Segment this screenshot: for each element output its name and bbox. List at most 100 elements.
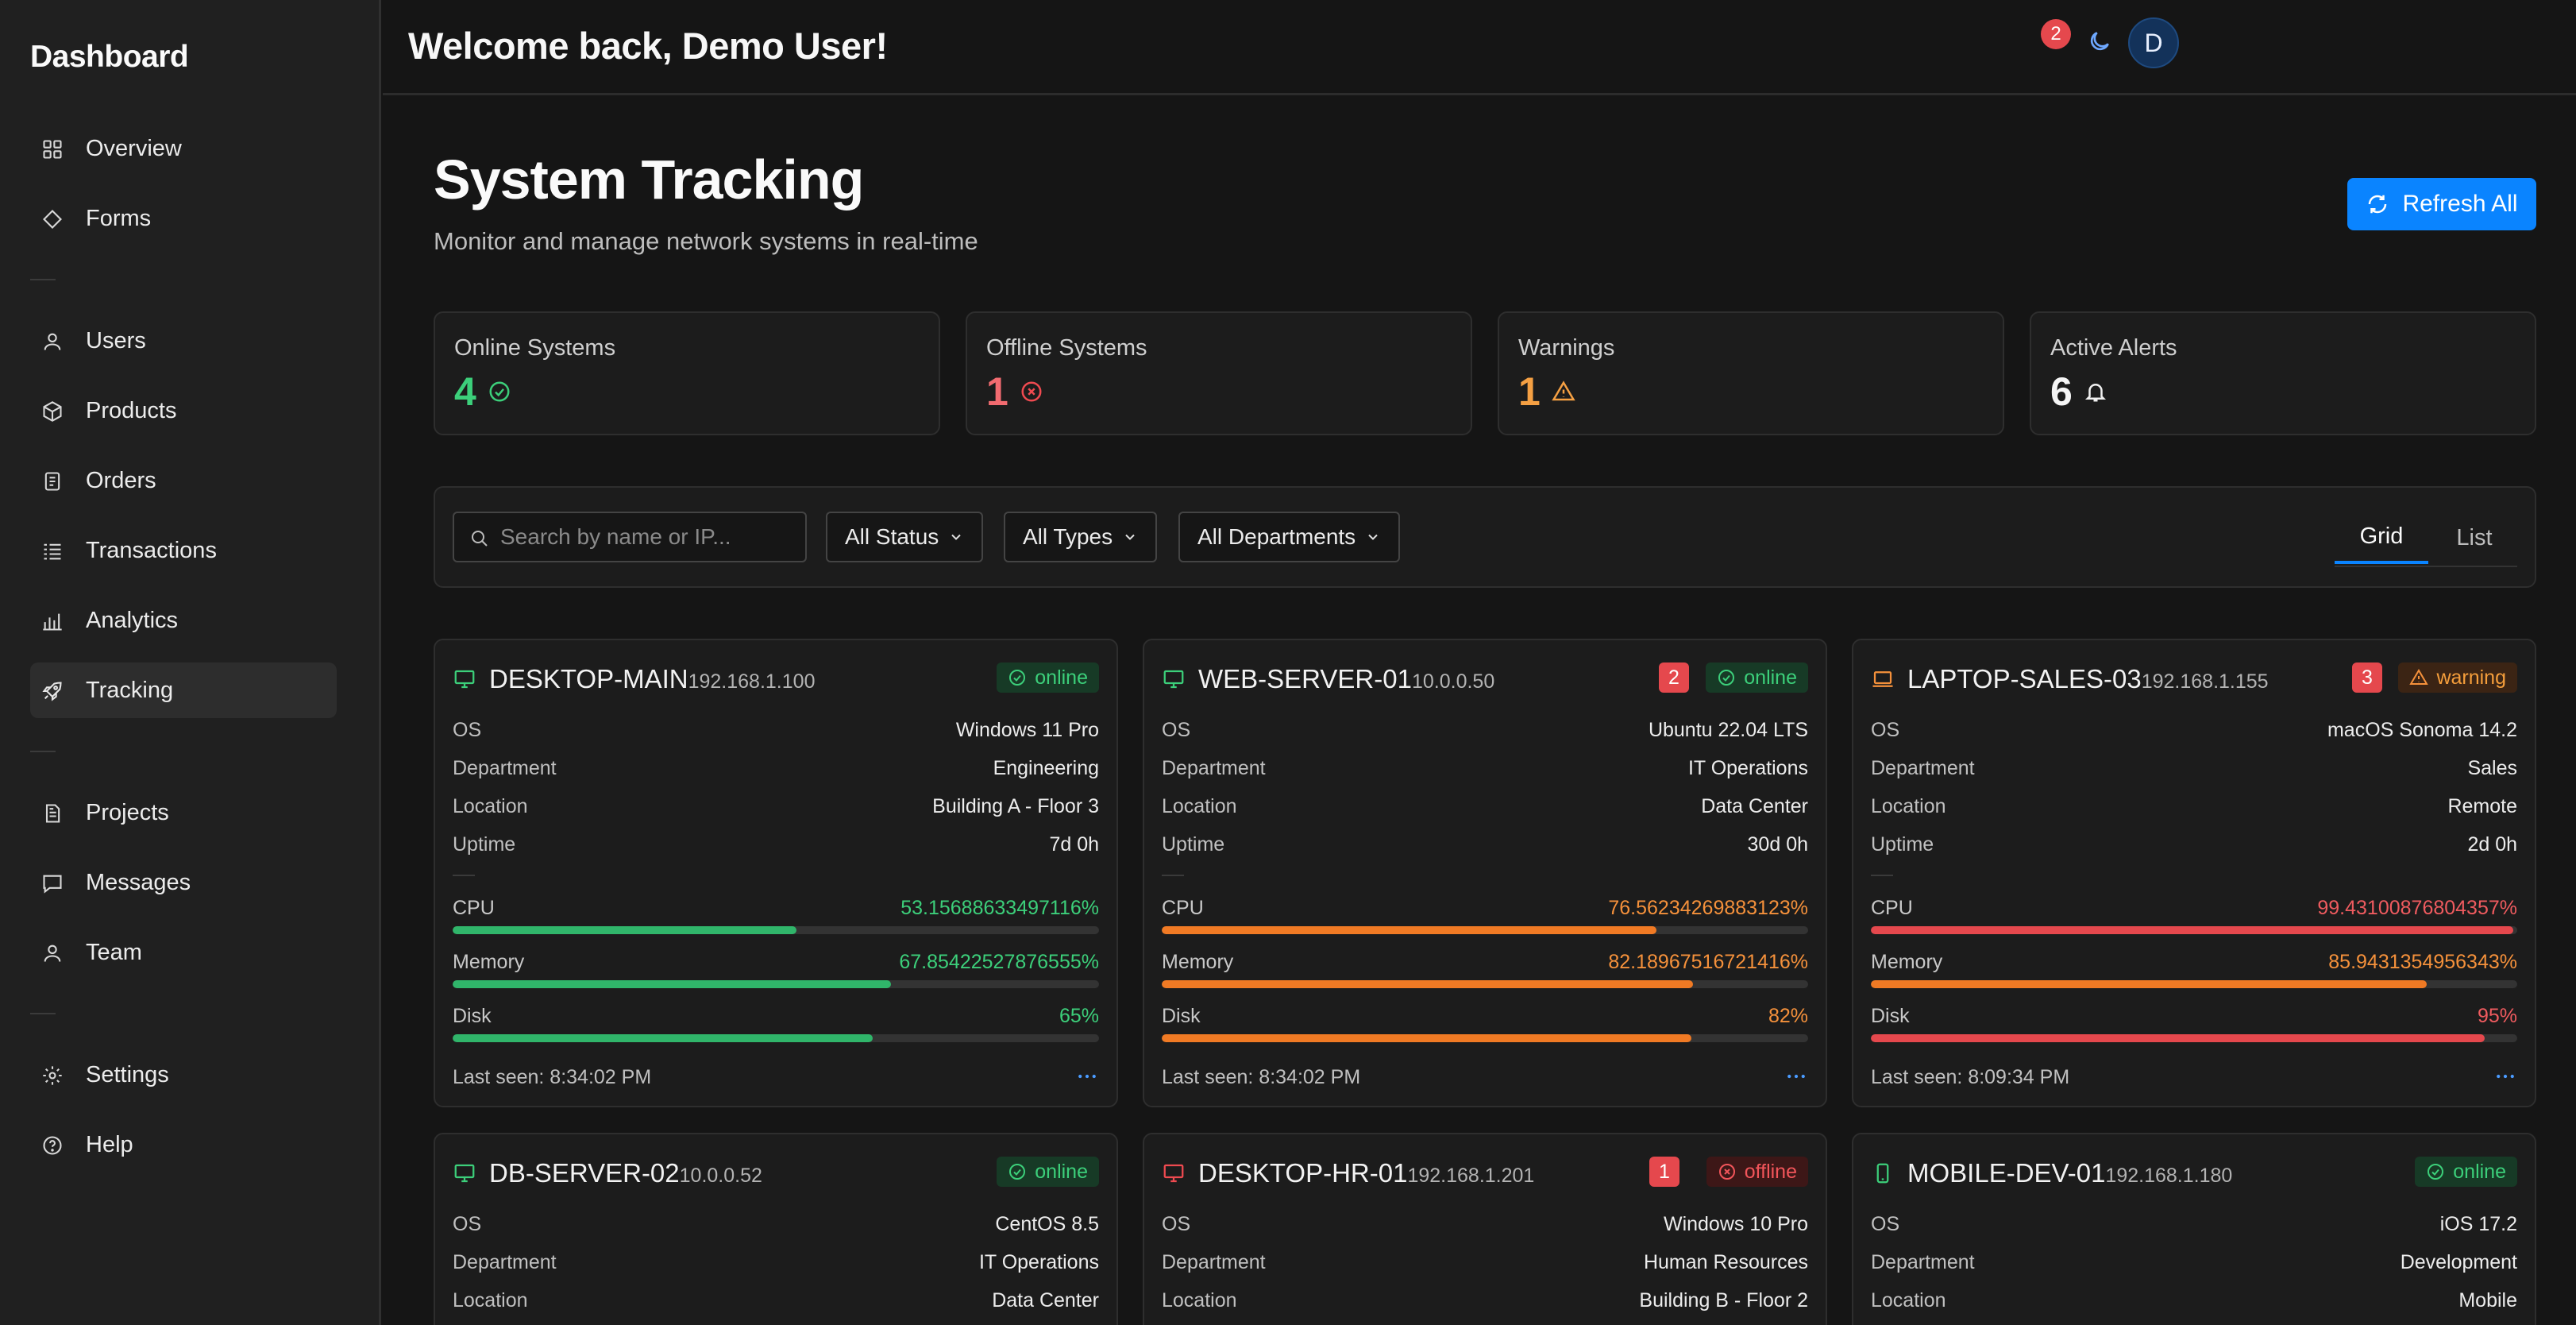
sidebar-item-overview[interactable]: Overview xyxy=(30,121,337,176)
sidebar-item-users[interactable]: Users xyxy=(30,313,337,369)
system-card[interactable]: DESKTOP-HR-01192.168.1.201 1 offline OS W… xyxy=(1143,1133,1827,1325)
progress-track xyxy=(1871,1034,2517,1042)
tab-list-view[interactable]: List xyxy=(2456,524,2493,550)
info-value: Building A - Floor 3 xyxy=(932,794,1099,817)
progress-track xyxy=(1162,926,1808,934)
diamond-icon xyxy=(41,208,64,230)
system-name: DESKTOP-HR-01 xyxy=(1198,1158,1408,1188)
stat-value-row: 6 xyxy=(2050,369,2107,415)
stat-card-offline: Offline Systems 1 xyxy=(966,311,1472,435)
sidebar-item-label: Messages xyxy=(86,869,191,895)
cpu-progress-bar xyxy=(1871,926,2514,934)
help-icon xyxy=(41,1134,64,1157)
sidebar-item-label: Tracking xyxy=(86,677,174,703)
more-options-button[interactable] xyxy=(1075,1064,1099,1088)
sidebar-item-label: Orders xyxy=(86,467,156,493)
check-circle-icon xyxy=(1009,1164,1026,1180)
sidebar-item-team[interactable]: Team xyxy=(30,925,337,980)
memory-progress-bar xyxy=(1871,980,2427,988)
sidebar-item-orders[interactable]: Orders xyxy=(30,453,337,508)
sidebar-item-projects[interactable]: Projects xyxy=(30,785,337,840)
sidebar-divider xyxy=(30,751,56,752)
system-name: DB-SERVER-02 xyxy=(489,1158,680,1188)
type-filter-dropdown[interactable]: All Types xyxy=(1004,512,1158,562)
info-key: Location xyxy=(1162,1288,1237,1311)
status-badge: online xyxy=(997,1157,1099,1187)
system-ip: 192.168.1.100 xyxy=(688,670,816,693)
notification-count-badge: 2 xyxy=(2041,19,2071,49)
metric-value: 53.15688633497116% xyxy=(900,896,1099,919)
avatar[interactable]: D xyxy=(2128,17,2179,68)
info-row-location: Location Data Center xyxy=(453,1287,1099,1314)
info-key: Uptime xyxy=(1162,832,1225,856)
info-row-os: OS Ubuntu 22.04 LTS xyxy=(1162,717,1808,744)
theme-toggle-button[interactable] xyxy=(2087,29,2112,54)
progress-track xyxy=(1871,980,2517,988)
sidebar-item-settings[interactable]: Settings xyxy=(30,1047,337,1103)
metric-value: 85.9431354956343% xyxy=(2328,950,2517,973)
sidebar-item-messages[interactable]: Messages xyxy=(30,855,337,910)
metric-key: Disk xyxy=(1162,1004,1201,1027)
info-value: Engineering xyxy=(993,756,1099,779)
status-text: online xyxy=(1035,1160,1088,1183)
system-card[interactable]: WEB-SERVER-0110.0.0.50 2 online OS Ubuntu… xyxy=(1143,639,1827,1107)
sidebar-item-label: Team xyxy=(86,939,142,965)
info-value: Human Resources xyxy=(1643,1250,1808,1273)
progress-track xyxy=(1162,980,1808,988)
system-ip: 192.168.1.201 xyxy=(1407,1165,1535,1187)
system-card-header: DESKTOP-MAIN192.168.1.100 online xyxy=(453,661,1099,699)
memory-progress-bar xyxy=(1162,980,1694,988)
system-card[interactable]: DB-SERVER-0210.0.0.52 online OS CentOS 8.… xyxy=(434,1133,1118,1325)
info-key: Department xyxy=(453,1250,557,1273)
sidebar-item-transactions[interactable]: Transactions xyxy=(30,523,337,578)
system-card[interactable]: DESKTOP-MAIN192.168.1.100 online OS Windo… xyxy=(434,639,1118,1107)
sidebar-item-label: Overview xyxy=(86,135,182,161)
metric-value: 82.18967516721416% xyxy=(1608,950,1808,973)
more-options-button[interactable] xyxy=(1784,1064,1808,1088)
metric-key: Disk xyxy=(1871,1004,1910,1027)
sidebar-item-forms[interactable]: Forms xyxy=(30,191,337,246)
metric-row-cpu: CPU 76.56234269883123% xyxy=(1162,894,1808,921)
sidebar-item-tracking[interactable]: Tracking xyxy=(30,662,337,718)
card-divider xyxy=(1162,875,1184,876)
info-value: Building B - Floor 2 xyxy=(1639,1288,1808,1311)
info-key: Department xyxy=(1162,756,1266,779)
warning-icon xyxy=(2409,669,2429,685)
disk-progress-bar xyxy=(1871,1034,2485,1042)
page-title: System Tracking xyxy=(434,149,864,211)
progress-track xyxy=(1871,926,2517,934)
refresh-all-button[interactable]: Refresh All xyxy=(2347,178,2536,230)
gear-icon xyxy=(41,1064,64,1087)
laptop-icon xyxy=(1871,667,1895,691)
cpu-progress-bar xyxy=(1162,926,1657,934)
info-row-location: Location Building B - Floor 2 xyxy=(1162,1287,1808,1314)
status-text: online xyxy=(1035,666,1088,689)
stat-value: 1 xyxy=(1518,369,1541,414)
status-text: offline xyxy=(1744,1160,1797,1183)
system-card-header: DESKTOP-HR-01192.168.1.201 1 offline xyxy=(1162,1155,1808,1193)
more-options-button[interactable] xyxy=(2493,1064,2517,1088)
info-key: Department xyxy=(453,756,557,779)
system-name-row: MOBILE-DEV-01192.168.1.180 xyxy=(1907,1158,2232,1188)
sidebar-item-products[interactable]: Products xyxy=(30,383,337,438)
info-key: Location xyxy=(1162,794,1237,817)
page-subtitle: Monitor and manage network systems in re… xyxy=(434,227,978,255)
status-badge: online xyxy=(997,662,1099,693)
metric-value: 67.85422527876555% xyxy=(899,950,1099,973)
info-key: Location xyxy=(1871,1288,1946,1311)
metric-key: Disk xyxy=(453,1004,492,1027)
search-input[interactable] xyxy=(500,513,802,561)
department-filter-value: All Departments xyxy=(1197,524,1356,549)
system-card[interactable]: MOBILE-DEV-01192.168.1.180 online OS iOS … xyxy=(1852,1133,2536,1325)
sidebar-item-analytics[interactable]: Analytics xyxy=(30,593,337,648)
status-badge: online xyxy=(2415,1157,2517,1187)
system-name-row: WEB-SERVER-0110.0.0.50 xyxy=(1198,664,1494,694)
tab-grid-view[interactable]: Grid xyxy=(2335,512,2428,564)
system-card[interactable]: LAPTOP-SALES-03192.168.1.155 3 warning O… xyxy=(1852,639,2536,1107)
status-filter-dropdown[interactable]: All Status xyxy=(826,512,984,562)
info-value: Data Center xyxy=(1701,794,1808,817)
bell-icon xyxy=(2084,384,2106,402)
department-filter-dropdown[interactable]: All Departments xyxy=(1178,512,1401,562)
sidebar-item-help[interactable]: Help xyxy=(30,1117,337,1172)
metric-row-memory: Memory 85.9431354956343% xyxy=(1871,948,2517,975)
